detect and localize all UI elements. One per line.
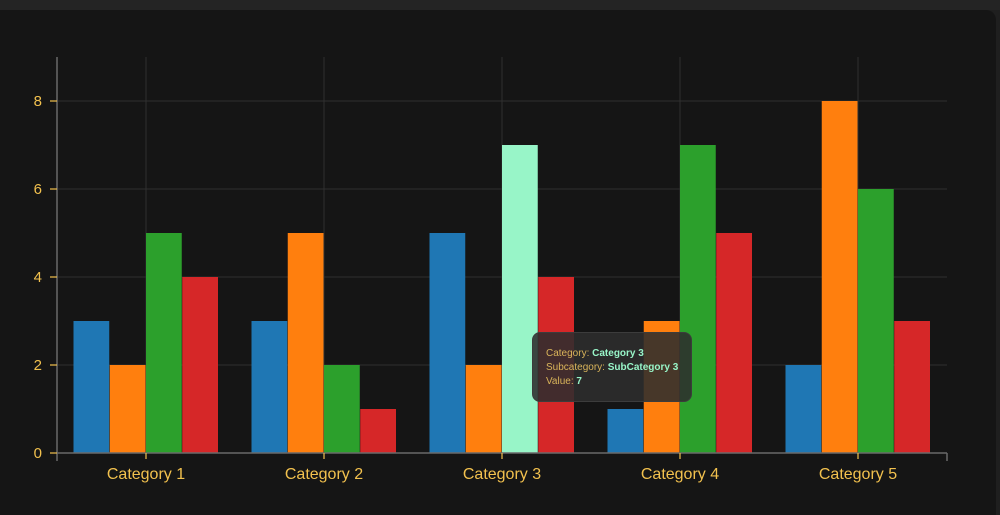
bar-tooltip: Category: Category 3 Subcategory: SubCat… [532,332,692,402]
tooltip-value-label: Value: [546,376,574,387]
tooltip-subcategory-label: Subcategory: [546,362,605,373]
bar[interactable] [360,409,396,453]
tooltip-subcategory-value: SubCategory 3 [607,362,679,373]
tooltip-value-value: 7 [576,376,582,387]
x-axis-ticks: Category 1 Category 2 Category 3 Category 4… [107,453,897,483]
window-top-strip [0,0,1000,10]
bar[interactable] [716,233,752,453]
y-tick-label: 2 [34,357,42,374]
y-tick-label: 0 [34,445,42,462]
bar[interactable] [182,277,218,453]
tooltip-category-label: Category: [546,348,590,359]
tooltip-value-row: Value: 7 [546,375,679,389]
bar[interactable] [502,145,538,453]
y-tick-label: 6 [34,181,42,198]
bar[interactable] [109,365,146,453]
y-tick-label: 8 [34,93,42,110]
y-tick-label: 4 [34,269,42,286]
x-tick-label: Category 5 [819,466,897,483]
bar[interactable] [429,233,466,453]
x-tick-label: Category 1 [107,466,185,483]
y-axis-ticks: 0 2 4 6 8 [34,93,57,462]
bar[interactable] [680,145,716,453]
tooltip-category-row: Category: Category 3 [546,347,679,361]
bar[interactable] [858,189,894,453]
bar[interactable] [821,101,858,453]
tooltip-subcategory-row: Subcategory: SubCategory 3 [546,361,679,375]
bar[interactable] [146,233,182,453]
x-tick-label: Category 3 [463,466,541,483]
x-tick-label: Category 4 [641,466,719,483]
x-tick-label: Category 2 [285,466,363,483]
tooltip-category-value: Category 3 [592,348,644,359]
bar[interactable] [894,321,930,453]
bar[interactable] [287,233,324,453]
bar[interactable] [251,321,288,453]
bar[interactable] [785,365,822,453]
bar[interactable] [324,365,360,453]
bar[interactable] [465,365,502,453]
bar[interactable] [73,321,110,453]
bar[interactable] [607,409,644,453]
